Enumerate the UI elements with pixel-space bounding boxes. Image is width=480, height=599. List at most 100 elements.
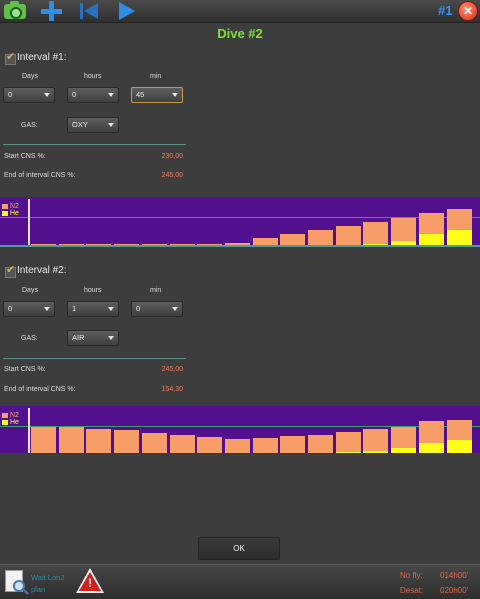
n2-bar <box>197 244 223 245</box>
play-icon[interactable] <box>116 1 136 21</box>
end-cns-value: 245,00 <box>161 172 183 179</box>
chart-border <box>0 245 480 247</box>
n2-swatch <box>2 203 8 209</box>
he-bar <box>446 440 472 453</box>
n2-bar <box>169 244 195 245</box>
start-cns-value: 230,00 <box>161 153 183 160</box>
chevron-down-icon <box>44 93 50 97</box>
status-line-1: Wait Lon2 <box>31 573 65 582</box>
hours-value: 0 <box>72 90 77 99</box>
chevron-down-icon <box>44 307 50 311</box>
n2-bar <box>31 244 56 245</box>
n2-bar <box>252 438 278 453</box>
legend-n2: N2 <box>10 412 19 419</box>
n2-bar <box>86 244 112 245</box>
document-search-icon[interactable] <box>5 570 29 595</box>
end-cns-label: End of interval CNS %: <box>4 172 76 179</box>
n2-bar <box>197 437 223 453</box>
n2-bar <box>308 230 333 245</box>
tissue-chart-1: N2 He <box>0 197 480 245</box>
days-select[interactable]: 0 <box>3 301 55 317</box>
close-icon[interactable]: ✕ <box>458 1 478 21</box>
skip-back-icon[interactable] <box>80 1 100 21</box>
n2-bar <box>391 218 417 245</box>
no-fly-value: 014h00' <box>440 571 469 580</box>
hours-select[interactable]: 0 <box>67 87 119 103</box>
page-title: Dive #2 <box>217 26 263 41</box>
hours-label: hours <box>84 73 102 80</box>
n2-bar <box>335 226 361 245</box>
interval-2-title: Interval #2: <box>17 265 67 276</box>
tissue-chart-2: N2 He <box>0 406 480 453</box>
camera-icon[interactable] <box>4 1 26 21</box>
interval-1-title: Interval #1: <box>17 52 67 63</box>
n2-bar <box>141 433 167 453</box>
gas-value: OXY <box>72 120 88 129</box>
toolbar: #1 ✕ <box>0 0 480 23</box>
interval-2-checkbox[interactable]: ✔ <box>5 264 16 278</box>
legend-he: He <box>10 210 19 217</box>
n2-bar <box>114 430 140 453</box>
n2-bar <box>308 435 333 453</box>
desat-value: 020h00' <box>440 586 469 595</box>
hours-select[interactable]: 1 <box>67 301 119 317</box>
min-select[interactable]: 0 <box>131 301 183 317</box>
time-cursor <box>28 408 30 453</box>
days-label: Days <box>22 73 38 80</box>
min-value: 45 <box>136 90 145 99</box>
chevron-down-icon <box>172 307 178 311</box>
start-cns-label: Start CNS %: <box>4 153 46 160</box>
he-bar <box>363 451 389 453</box>
gas-select[interactable]: OXY <box>67 117 119 133</box>
he-bar <box>391 448 417 453</box>
start-cns-value: 245,00 <box>161 366 183 373</box>
chevron-down-icon <box>108 336 114 340</box>
n2-bar <box>252 238 278 245</box>
n2-bar <box>335 432 361 453</box>
start-cns-label: Start CNS %: <box>4 366 46 373</box>
plus-icon[interactable] <box>40 1 62 21</box>
no-fly-label: No fly: <box>400 571 423 580</box>
n2-bar <box>224 243 250 245</box>
days-value: 0 <box>8 304 13 313</box>
he-bar <box>391 241 417 245</box>
min-label: min <box>150 287 162 294</box>
chevron-down-icon <box>172 93 178 97</box>
n2-bar <box>114 244 140 245</box>
interval-1-checkbox[interactable]: ✔ <box>5 51 16 65</box>
days-value: 0 <box>8 90 13 99</box>
days-select[interactable]: 0 <box>3 87 55 103</box>
gas-label: GAS: <box>21 122 38 129</box>
end-cns-label: End of interval CNS %: <box>4 386 76 393</box>
min-label: min <box>150 73 162 80</box>
n2-bar <box>363 222 389 245</box>
chart-legend: N2 He <box>2 203 19 217</box>
chart-legend: N2 He <box>2 412 19 426</box>
n2-bar <box>58 427 84 453</box>
ok-button[interactable]: OK <box>198 537 280 560</box>
divider <box>3 144 186 145</box>
n2-bar <box>280 436 306 453</box>
n2-bar <box>363 429 389 453</box>
he-bar <box>363 244 389 245</box>
gas-select[interactable]: AIR <box>67 330 119 346</box>
hours-label: hours <box>84 287 102 294</box>
n2-bar <box>169 435 195 453</box>
status-line-2: plan <box>31 585 46 594</box>
min-select[interactable]: 45 <box>131 87 183 103</box>
check-icon: ✔ <box>6 51 16 63</box>
he-swatch <box>2 419 8 425</box>
check-icon: ✔ <box>6 264 16 276</box>
he-bar <box>335 452 361 453</box>
gas-value: AIR <box>72 333 85 342</box>
hours-value: 1 <box>72 304 77 313</box>
chevron-down-icon <box>108 93 114 97</box>
n2-bar <box>280 234 306 245</box>
desat-label: Desat: <box>400 586 424 595</box>
days-label: Days <box>22 287 38 294</box>
min-value: 0 <box>136 304 141 313</box>
n2-bar <box>224 439 250 453</box>
n2-bar <box>141 244 167 245</box>
ceiling-line <box>0 217 480 218</box>
he-swatch <box>2 210 8 216</box>
